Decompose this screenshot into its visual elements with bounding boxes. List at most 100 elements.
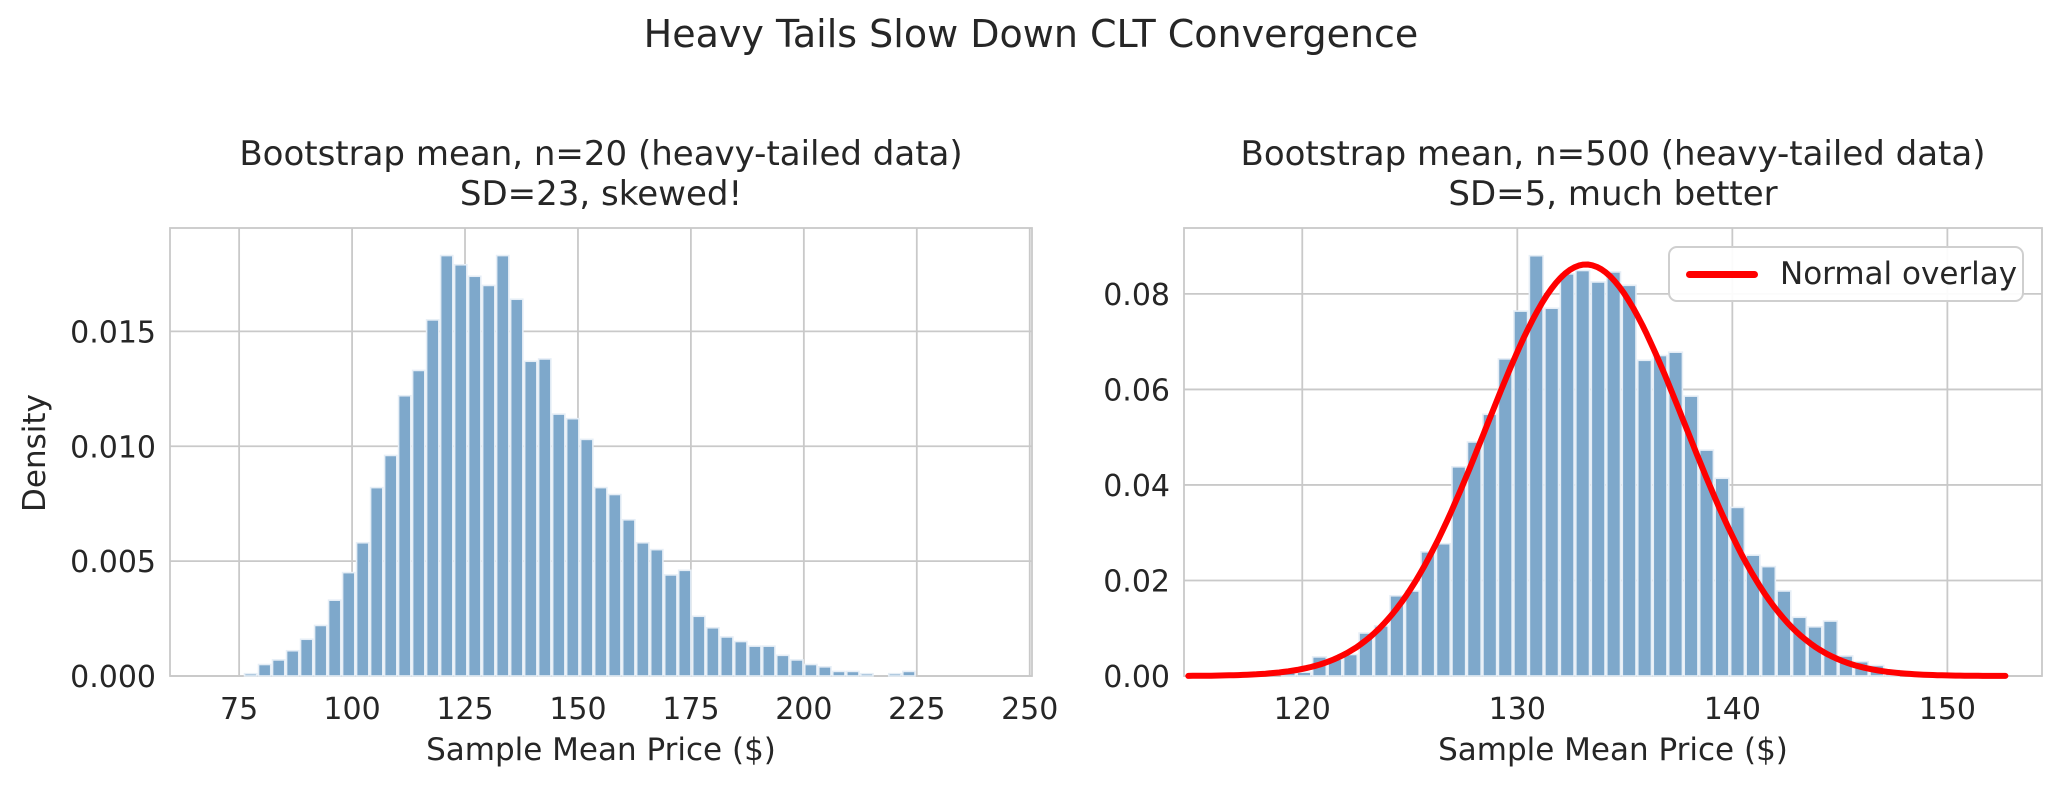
normal-overlay-legend-label: Normal overlay [1780, 256, 2018, 292]
histogram-bar [341, 571, 356, 677]
left-plot-title: Bootstrap mean, n=20 (heavy-tailed data)… [170, 134, 1032, 214]
histogram-bar [733, 640, 748, 677]
histogram-bar [593, 486, 608, 677]
histogram-bar [817, 666, 832, 677]
histogram-bar [383, 454, 398, 677]
histogram-bar [1652, 354, 1668, 677]
histogram-bar [243, 672, 258, 677]
histogram-bar [551, 413, 566, 677]
x-tick-label: 225 [888, 692, 945, 727]
left-x-axis-label: Sample Mean Price ($) [426, 732, 776, 768]
histogram-bar [1683, 395, 1699, 677]
histogram-bar [299, 638, 314, 677]
legend: Normal overlay [1668, 246, 2024, 302]
histogram-bar [887, 672, 902, 677]
histogram-bar [1435, 542, 1451, 677]
histogram-bar [1590, 281, 1606, 677]
right-x-axis-label: Sample Mean Price ($) [1438, 732, 1788, 768]
histogram-bar [425, 319, 440, 677]
histogram-bar [635, 541, 650, 677]
histogram-bar [285, 649, 300, 677]
histogram-bar [1513, 310, 1529, 677]
histogram-bar [1636, 359, 1653, 677]
y-tick-label: 0.005 [70, 545, 156, 580]
x-tick-label: 150 [549, 692, 606, 727]
histogram-bar [565, 417, 580, 677]
histogram-bar [901, 670, 916, 677]
histogram-bar [481, 284, 496, 677]
left-y-axis-label: Density [17, 394, 53, 512]
histogram-bar [1822, 620, 1839, 677]
histogram-bar [509, 298, 524, 677]
histogram-bar [523, 360, 538, 677]
x-tick-label: 125 [436, 692, 493, 727]
y-tick-label: 0.06 [1103, 373, 1170, 408]
normal-overlay-curve [1185, 261, 2009, 679]
histogram-bar [761, 645, 776, 677]
histogram-bar [649, 548, 664, 677]
histogram-bar [677, 569, 692, 677]
right-plot-title-line1: Bootstrap mean, n=500 (heavy-tailed data… [1240, 134, 1986, 174]
histogram-bar [579, 438, 594, 677]
left-plot-title-line1: Bootstrap mean, n=20 (heavy-tailed data) [239, 134, 963, 174]
normal-overlay-legend-line [1686, 270, 1758, 278]
histogram-bar [803, 663, 818, 677]
histogram-bar [355, 541, 370, 677]
histogram-bar [747, 645, 762, 677]
histogram-bar [537, 358, 552, 677]
histogram-bar [327, 599, 342, 677]
histogram-bar [831, 670, 846, 677]
histogram-bar [1342, 653, 1359, 677]
histogram-bar [691, 615, 706, 677]
x-tick-label: 100 [323, 692, 380, 727]
histogram-bar [1528, 254, 1544, 677]
histogram-bar [397, 394, 412, 677]
histogram-bar [369, 486, 384, 677]
histogram-bar [313, 624, 328, 677]
histogram-bar [705, 626, 720, 677]
x-tick-label: 130 [1489, 692, 1546, 727]
histogram-bar [1698, 449, 1715, 677]
histogram-bar [1776, 590, 1792, 677]
right-plot-title: Bootstrap mean, n=500 (heavy-tailed data… [1184, 134, 2042, 214]
histogram-bar [1606, 271, 1622, 677]
x-tick-label: 120 [1274, 692, 1331, 727]
x-tick-label: 175 [662, 692, 719, 727]
figure-title: Heavy Tails Slow Down CLT Convergence [643, 12, 1419, 56]
histogram-bar [1559, 273, 1575, 677]
histogram-bar [1451, 466, 1467, 677]
right-plot-title-line2: SD=5, much better [1448, 174, 1778, 214]
histogram-bar [859, 672, 874, 677]
histogram-bar [467, 275, 482, 677]
y-tick-label: 0.00 [1103, 660, 1170, 695]
histogram-bar [271, 659, 286, 677]
x-tick-label: 200 [775, 692, 832, 727]
y-tick-label: 0.015 [70, 315, 156, 350]
x-tick-label: 250 [1001, 692, 1058, 727]
histogram-bar [789, 659, 804, 677]
histogram-bar [1760, 565, 1777, 677]
histogram-bar [411, 369, 426, 677]
x-tick-label: 150 [1919, 692, 1976, 727]
x-tick-label: 140 [1704, 692, 1761, 727]
y-tick-label: 0.010 [70, 430, 156, 465]
histogram-bar [1420, 551, 1436, 677]
histogram-bar [845, 670, 860, 677]
y-tick-label: 0.04 [1103, 469, 1170, 504]
histogram-bar [453, 263, 468, 677]
histogram-bar [621, 518, 636, 677]
histogram-bar [775, 654, 790, 677]
y-tick-label: 0.02 [1103, 564, 1170, 599]
histogram-bar [663, 574, 678, 677]
histogram-bar [1497, 358, 1513, 677]
histogram-bar [1296, 671, 1312, 677]
y-tick-label: 0.08 [1103, 278, 1170, 313]
histogram-bar [1621, 284, 1637, 677]
histogram-bar [1482, 413, 1498, 677]
x-tick-label: 75 [220, 692, 258, 727]
histogram-bar [1404, 590, 1421, 677]
y-tick-label: 0.000 [70, 660, 156, 695]
histogram-bar [1544, 307, 1560, 677]
